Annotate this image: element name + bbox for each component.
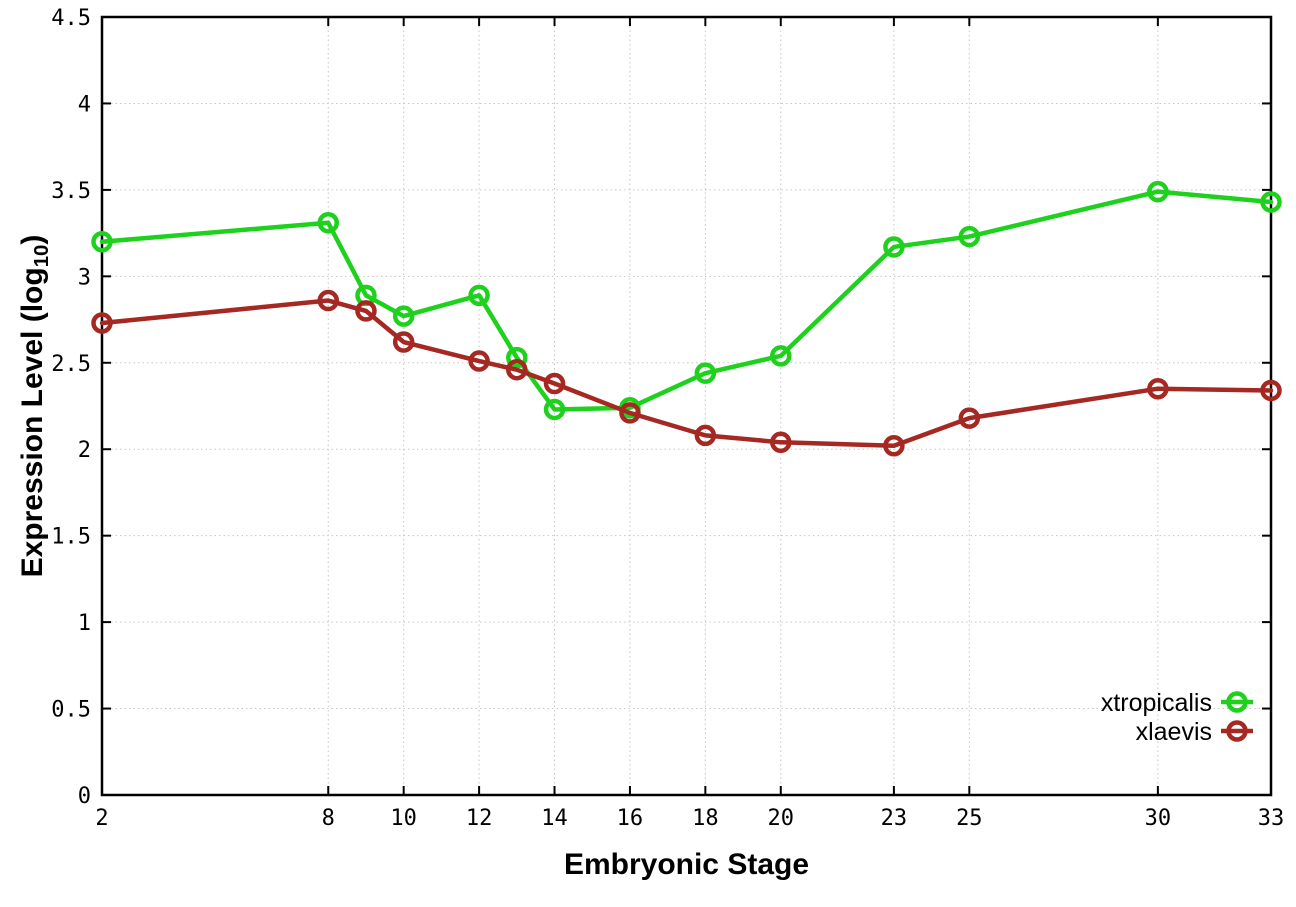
x-tick-label: 12: [466, 806, 493, 831]
y-tick-label: 2.5: [51, 352, 91, 377]
y-tick-label: 3.5: [51, 179, 91, 204]
xtropicalis-data-point: [506, 346, 528, 369]
xtropicalis-data-point: [1260, 191, 1282, 213]
xlaevis-data-point: [694, 424, 717, 447]
y-axis-title-subscript: 10: [30, 244, 53, 268]
xlaevis-data-point: [355, 300, 377, 322]
y-tick-label: 4: [78, 92, 91, 117]
y-tick-label: 3: [78, 265, 91, 290]
xlaevis-data-point: [883, 435, 905, 457]
y-axis-title-close: ): [16, 234, 49, 245]
xlaevis-data-point: [770, 431, 792, 454]
y-tick-label: 4.5: [51, 6, 91, 31]
xtropicalis-data-point: [317, 211, 340, 234]
y-tick-label: 0.5: [51, 698, 91, 723]
xtropicalis-data-point: [958, 225, 981, 248]
xtropicalis-data-point: [694, 362, 717, 384]
xlaevis-data-point: [1260, 379, 1282, 402]
y-tick-label: 1: [78, 611, 91, 636]
x-axis-title: Embryonic Stage: [563, 848, 810, 881]
x-tick-label: 23: [881, 806, 908, 831]
xtropicalis-data-point: [883, 236, 905, 258]
y-axis-title-main: Expression Level (log: [16, 267, 49, 578]
legend-label-xtropicalis: xtropicalis: [1101, 689, 1212, 717]
x-tick-label: 2: [95, 806, 108, 831]
x-tick-label: 33: [1258, 806, 1285, 831]
x-tick-label: 8: [322, 806, 335, 831]
xlaevis-data-point: [91, 312, 113, 334]
xtropicalis-data-point: [543, 398, 566, 421]
y-tick-label: 0: [78, 784, 91, 809]
xlaevis-data-point: [317, 289, 340, 312]
xlaevis-data-point: [468, 350, 490, 372]
legend-label-xlaevis: xlaevis: [1136, 718, 1212, 746]
legend-marker-xtropicalis: [1226, 691, 1248, 713]
x-tick-label: 14: [541, 806, 568, 831]
y-tick-label: 1.5: [51, 525, 91, 550]
xlaevis-data-point: [619, 402, 641, 424]
xlaevis-data-point: [958, 407, 981, 429]
series-line-xtropicalis: [99, 189, 1274, 412]
x-tick-label: 10: [390, 806, 417, 831]
xlaevis-data-point: [392, 331, 415, 353]
y-tick-label: 2: [78, 438, 91, 463]
xtropicalis-data-point: [468, 284, 490, 307]
xlaevis-data-point: [506, 358, 528, 381]
xtropicalis-data-point: [770, 345, 792, 367]
xtropicalis-data-point: [91, 231, 113, 253]
xtropicalis-data-point: [1147, 180, 1169, 203]
y-axis-title: Expression Level (log10): [16, 234, 53, 578]
plot-border: [100, 15, 1273, 797]
x-tick-label: 20: [768, 806, 795, 831]
x-tick-label: 30: [1145, 806, 1172, 831]
x-tick-label: 25: [956, 806, 983, 831]
xlaevis-data-point: [1147, 377, 1169, 400]
legend-marker-xlaevis: [1226, 720, 1248, 742]
xtropicalis-data-point: [392, 305, 415, 327]
series-line-xlaevis: [99, 298, 1274, 449]
x-tick-label: 16: [617, 806, 644, 831]
x-tick-label: 18: [692, 806, 719, 831]
xlaevis-data-point: [543, 372, 566, 395]
